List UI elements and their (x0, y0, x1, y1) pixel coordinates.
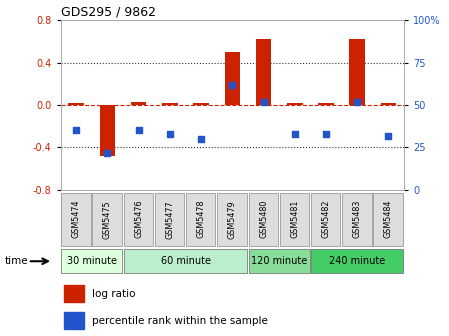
Bar (256, 39, 271, 105)
Text: GSM5481: GSM5481 (291, 200, 299, 239)
Text: GDS295 / 9862: GDS295 / 9862 (61, 6, 156, 19)
Bar (61, 193, 91, 246)
Point (104, 150, 111, 155)
Bar (318, 103, 334, 105)
Bar (217, 193, 247, 246)
Bar (162, 103, 178, 105)
Point (166, 131, 173, 136)
Bar (311, 249, 404, 273)
Bar (123, 193, 153, 246)
Bar (280, 193, 309, 246)
Point (291, 131, 299, 136)
Bar (68, 103, 84, 105)
Text: GSM5477: GSM5477 (165, 200, 174, 239)
Text: time: time (4, 256, 28, 266)
Text: percentile rank within the sample: percentile rank within the sample (92, 316, 268, 326)
Text: GSM5478: GSM5478 (197, 200, 206, 239)
Bar (194, 103, 209, 105)
Text: GSM5479: GSM5479 (228, 200, 237, 239)
Bar (249, 249, 310, 273)
Text: GSM5474: GSM5474 (72, 200, 81, 239)
Text: 30 minute: 30 minute (67, 256, 117, 266)
Text: GSM5476: GSM5476 (134, 200, 143, 239)
Text: GSM5482: GSM5482 (321, 200, 330, 239)
Bar (155, 193, 184, 246)
Bar (65, 286, 84, 302)
Text: GSM5483: GSM5483 (353, 200, 362, 239)
Point (73, 128, 80, 133)
Bar (65, 312, 84, 329)
Bar (100, 105, 115, 156)
Bar (287, 103, 303, 105)
Point (229, 82, 236, 87)
Text: GSM5480: GSM5480 (259, 200, 268, 239)
Text: log ratio: log ratio (92, 289, 135, 299)
Text: 240 minute: 240 minute (329, 256, 385, 266)
Bar (224, 52, 240, 105)
Text: GSM5475: GSM5475 (103, 200, 112, 239)
Bar (311, 193, 340, 246)
Bar (131, 102, 146, 105)
Point (260, 99, 267, 104)
Point (322, 131, 330, 136)
Text: 120 minute: 120 minute (251, 256, 307, 266)
Bar (186, 193, 216, 246)
Bar (123, 249, 247, 273)
Point (135, 128, 142, 133)
Bar (342, 193, 372, 246)
Bar (349, 39, 365, 105)
Bar (61, 249, 123, 273)
Point (354, 99, 361, 104)
Text: 60 minute: 60 minute (161, 256, 211, 266)
Bar (374, 193, 403, 246)
Bar (381, 103, 396, 105)
Text: GSM5484: GSM5484 (384, 200, 393, 239)
Point (385, 133, 392, 138)
Point (198, 136, 205, 142)
Bar (249, 193, 278, 246)
Bar (92, 193, 122, 246)
